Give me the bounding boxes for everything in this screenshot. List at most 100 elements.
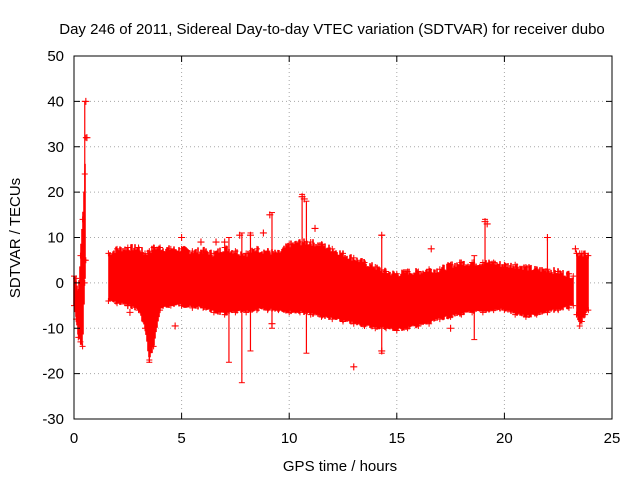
main-band-point [318,313,325,320]
main-band-point [157,244,164,251]
outlier-point [268,320,276,328]
x-tick-label: 5 [177,430,185,447]
main-band-point [243,309,250,316]
main-band-point [286,309,293,316]
late-band-point [582,311,589,318]
main-band-point [146,248,153,255]
main-band-point [232,309,239,316]
early-band-point [79,343,86,350]
main-band-point [565,304,572,311]
main-band-point [383,268,390,275]
late-band-point [576,322,583,329]
main-band-point [189,304,196,311]
main-band-point [210,250,217,257]
outlier-point [350,363,358,371]
main-band-point [150,244,157,251]
outlier-point [246,231,254,239]
outlier-point [82,97,90,105]
main-band-point [436,316,443,323]
main-band-point [522,263,529,270]
y-tick-label: 50 [47,48,64,65]
outlier-point [212,238,220,246]
main-band-point [522,313,529,320]
early-band-point [77,338,84,345]
main-band-point [105,250,112,257]
main-band-point [275,250,282,257]
main-band-point [570,273,577,280]
late-band-point [585,252,592,259]
early-band-point [81,279,88,286]
main-band-point [512,311,519,318]
main-band-point [286,241,293,248]
main-band-point [570,302,577,309]
main-band-point [200,304,207,311]
main-band-point [135,307,142,314]
main-band-point [544,309,551,316]
y-tick-label: 0 [56,275,64,292]
main-band-point [372,263,379,270]
outlier-point [178,234,186,241]
main-band-point [458,311,465,318]
outlier-point [171,322,179,330]
main-band-point [415,268,422,275]
main-band-point [253,245,260,252]
axis-ticks: 0 5 10 15 20 25 -30 -20 -10 0 10 20 30 40 50 [42,48,620,447]
main-band-point [436,266,443,273]
y-tick-label: -30 [42,411,64,428]
outlier-point [378,231,386,239]
outlier-point [427,245,435,253]
main-band-point [124,244,131,251]
outlier-point [221,238,229,246]
main-band-point [447,261,454,268]
chart-title: Day 246 of 2011, Sidereal Day-to-day VTE… [59,21,605,38]
main-band-point [329,245,336,252]
main-band-point [372,325,379,332]
main-band-point [340,318,346,325]
main-band-point [404,268,411,275]
late-band-point [585,307,592,314]
outlier-point [236,231,244,239]
early-band-point [75,334,82,341]
outlier-point [197,238,205,246]
main-band-point [307,239,314,246]
outlier-point [124,302,132,310]
x-tick-label: 20 [496,430,513,447]
main-band-point [142,250,149,257]
main-band-point [555,268,562,275]
main-band-point [490,259,497,266]
main-band-point [458,259,465,266]
x-tick-label: 15 [388,430,405,447]
main-band-point [340,250,346,257]
late-band-point [573,311,580,318]
main-band-point [167,302,174,309]
main-band-point [275,307,282,314]
y-axis-label: SDTVAR / TECUs [7,178,24,298]
outlier-point [311,224,319,232]
main-band-point [501,307,508,314]
main-band-point [150,343,157,350]
main-band-point [178,302,185,309]
main-band-point [253,307,260,314]
main-band-point [404,325,411,332]
main-band-point [426,320,433,327]
outlier-point [266,211,274,219]
main-band-point [565,270,572,277]
main-band-point [221,311,228,318]
main-band-point [393,270,400,277]
main-band-point [264,248,271,255]
main-band-point [533,311,540,318]
main-band-point [178,245,185,252]
main-band-point [142,325,149,332]
main-band-point [210,309,217,316]
main-band-point [533,266,540,273]
main-band-point [105,298,112,305]
y-tick-label: 30 [47,139,64,156]
main-band-point [393,327,400,334]
main-band-point [426,266,433,273]
early-band-point [75,288,82,295]
main-band-point [232,248,239,255]
y-tick-label: -20 [42,366,64,383]
outlier-point [126,308,134,316]
